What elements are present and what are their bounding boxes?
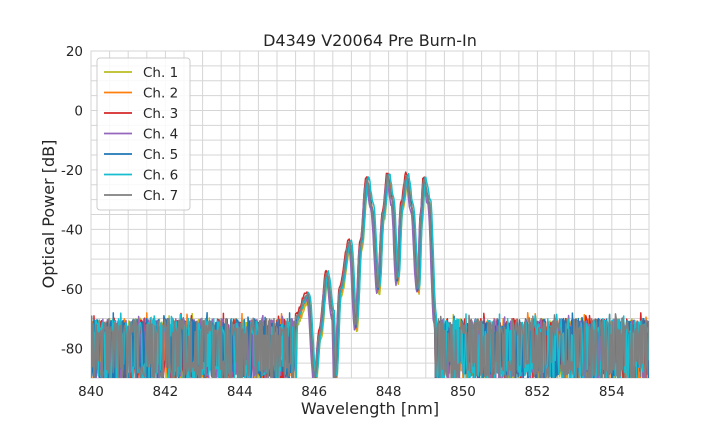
y-tick-label: -80 (61, 341, 83, 357)
y-tick-label: -20 (61, 163, 83, 179)
x-tick-label: 854 (599, 384, 625, 400)
x-tick-label: 846 (301, 384, 327, 400)
x-tick-label: 840 (78, 384, 104, 400)
x-tick-label: 844 (227, 384, 253, 400)
series-lines (91, 171, 649, 378)
x-tick-label: 842 (153, 384, 179, 400)
x-axis-label: Wavelength [nm] (301, 399, 439, 418)
legend-box (96, 57, 191, 211)
legend-label: Ch. 2 (143, 86, 178, 102)
legend-label: Ch. 6 (143, 168, 178, 184)
plot-frame (90, 50, 650, 379)
legend-label: Ch. 5 (143, 147, 178, 163)
series-line-ch-7 (91, 174, 649, 378)
legend-label: Ch. 1 (143, 65, 178, 81)
y-tick-label: -60 (61, 282, 83, 298)
legend-label: Ch. 4 (143, 127, 178, 143)
x-tick-label: 850 (450, 384, 476, 400)
y-axis-label: Optical Power [dB] (39, 140, 58, 289)
chart-title: D4349 V20064 Pre Burn-In (263, 31, 477, 50)
legend: Ch. 1 Ch. 2 Ch. 3 Ch. 4 Ch. 5 Ch. 6 Ch. 7 (96, 57, 191, 211)
x-tick-label: 852 (525, 384, 551, 400)
tick-labels: 840 842 844 846 848 850 852 854 -80 -60 -40 -20 0 20 (61, 44, 625, 400)
legend-label: Ch. 7 (143, 188, 178, 204)
x-tick-label: 848 (376, 384, 402, 400)
y-tick-label: 0 (74, 103, 83, 119)
y-tick-label: -40 (61, 222, 83, 238)
legend-label: Ch. 3 (143, 106, 178, 122)
y-tick-label: 20 (66, 44, 83, 60)
